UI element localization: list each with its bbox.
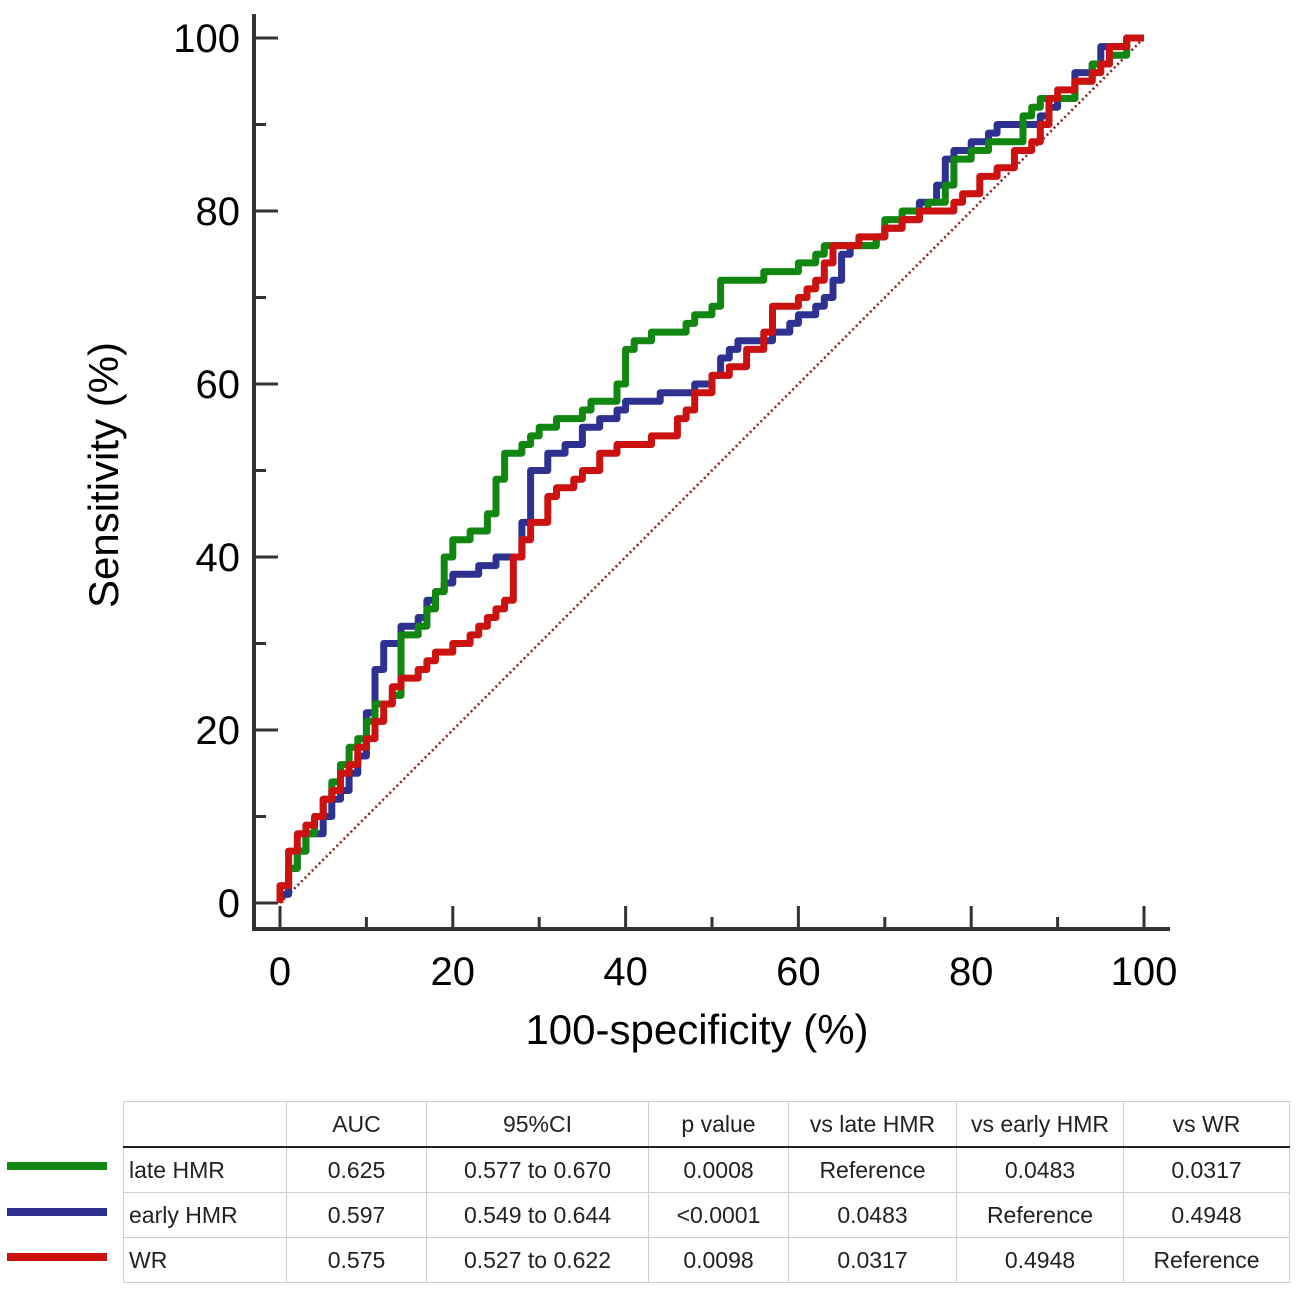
reference-diagonal-layer	[279, 37, 1145, 904]
y-axis-title: Sensitivity (%)	[80, 342, 127, 608]
table-header-cell: p value	[648, 1101, 789, 1148]
table-cell: 0.0483	[956, 1147, 1124, 1193]
table-cell: Reference	[788, 1147, 957, 1193]
table-row: late HMR 0.625 0.577 to 0.670 0.0008 Ref…	[123, 1147, 1290, 1193]
x-tick-label: 20	[431, 950, 476, 994]
y-tick-label: 80	[196, 190, 241, 234]
x-tick-label: 40	[603, 950, 648, 994]
table-cell: 0.0317	[1123, 1147, 1290, 1193]
table-cell: 0.4948	[956, 1237, 1124, 1283]
roc-curve-wr	[276, 34, 1144, 903]
table-cell: late HMR	[123, 1147, 287, 1193]
x-tick-label: 100	[1111, 950, 1178, 994]
table-cell: 0.0317	[788, 1237, 957, 1283]
reference-diagonal-line	[279, 37, 1145, 904]
table-row: early HMR 0.597 0.549 to 0.644 <0.0001 0…	[123, 1192, 1290, 1238]
table-header-cell: vs early HMR	[956, 1101, 1124, 1148]
table-header-cell: vs late HMR	[788, 1101, 957, 1148]
table-cell: Reference	[956, 1192, 1124, 1238]
y-tick-label: 60	[196, 363, 241, 407]
table-header-row: AUC 95%CI p value vs late HMR vs early H…	[123, 1101, 1290, 1148]
y-tick-label: 20	[196, 709, 241, 753]
table-cell: 0.527 to 0.622	[426, 1237, 649, 1283]
roc-chart: 0 20 40 60 80 100 0 20 40 60 80 100 100-specificity…	[80, 14, 1177, 1053]
series-layer	[276, 34, 1144, 903]
y-tick-label: 100	[173, 17, 240, 61]
x-axis-title: 100-specificity (%)	[525, 1006, 868, 1053]
auc-comparison-table: AUC 95%CI p value vs late HMR vs early H…	[123, 1101, 1290, 1283]
legend-line-early-hmr	[7, 1208, 107, 1216]
legend-line-wr	[7, 1253, 107, 1261]
table-cell: 0.577 to 0.670	[426, 1147, 649, 1193]
legend-line-late-hmr	[7, 1162, 107, 1170]
table-cell: 0.597	[286, 1192, 427, 1238]
table-cell: 0.0098	[648, 1237, 789, 1283]
table-header-cell: AUC	[286, 1101, 427, 1148]
table-header-cell: 95%CI	[426, 1101, 649, 1148]
table-cell: 0.0483	[788, 1192, 957, 1238]
y-tick-label: 0	[218, 882, 240, 926]
table-header-cell: vs WR	[1123, 1101, 1290, 1148]
x-tick-label: 80	[949, 950, 994, 994]
table-row: WR 0.575 0.527 to 0.622 0.0098 0.0317 0.…	[123, 1237, 1290, 1283]
table-cell: 0.625	[286, 1147, 427, 1193]
table-header-cell	[123, 1101, 287, 1148]
roc-curve-late-hmr	[276, 34, 1144, 903]
table-cell: 0.0008	[648, 1147, 789, 1193]
table-cell: Reference	[1123, 1237, 1290, 1283]
table-cell: early HMR	[123, 1192, 287, 1238]
table-cell: <0.0001	[648, 1192, 789, 1238]
table-cell: 0.4948	[1123, 1192, 1290, 1238]
y-tick-label: 40	[196, 536, 241, 580]
axes: 0 20 40 60 80 100 0 20 40 60 80 100	[173, 14, 1177, 994]
table-cell: WR	[123, 1237, 287, 1283]
x-tick-label: 60	[776, 950, 821, 994]
table-cell: 0.575	[286, 1237, 427, 1283]
x-tick-label: 0	[269, 950, 291, 994]
table-cell: 0.549 to 0.644	[426, 1192, 649, 1238]
